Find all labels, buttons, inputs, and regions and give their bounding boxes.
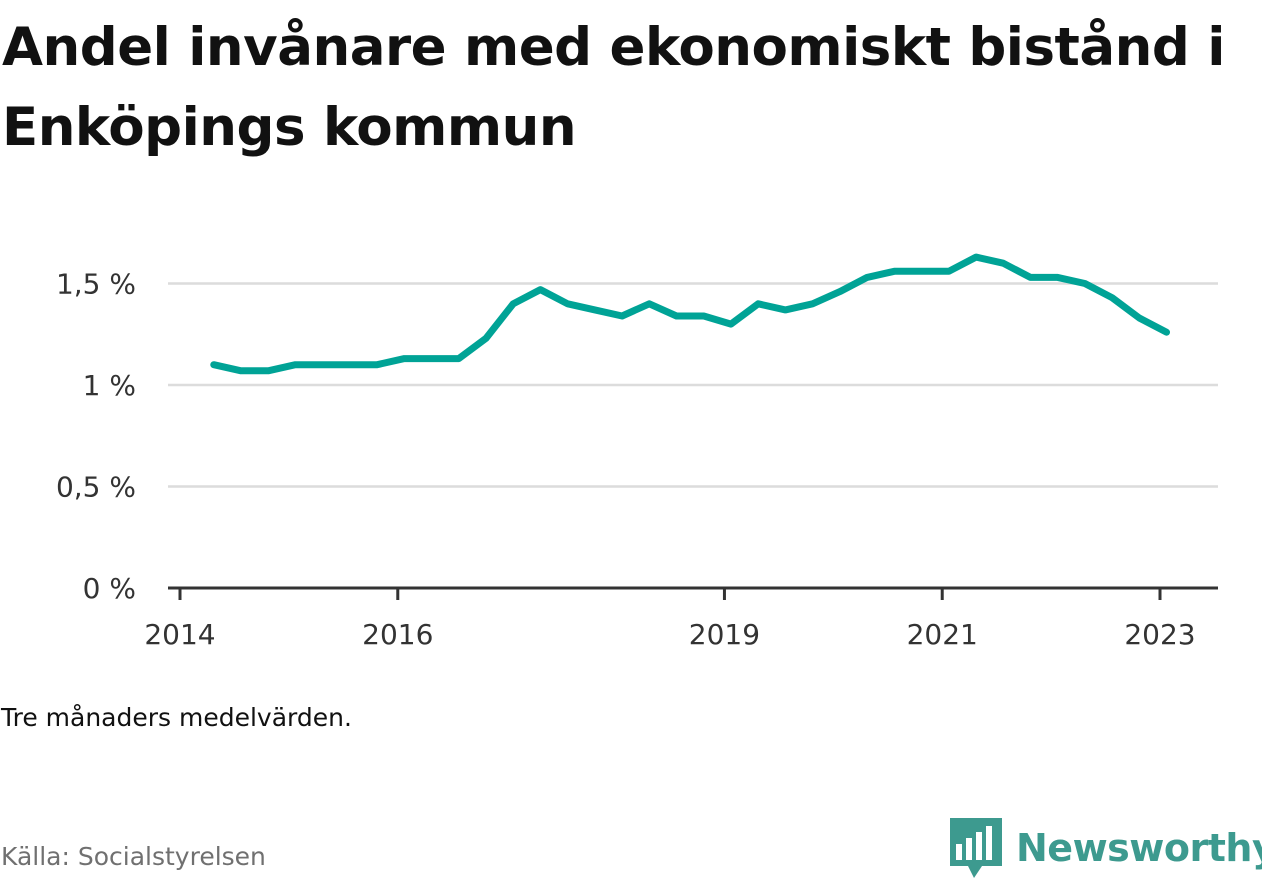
x-tick-label: 2016 [362,618,433,651]
x-axis-labels: 2014 2016 2019 2021 2023 [144,618,1195,651]
x-tick-label: 2014 [144,618,215,651]
y-tick-label: 0,5 % [56,471,136,504]
x-tick-label: 2019 [689,618,760,651]
line-chart: 0 % 0,5 % 1 % 1,5 % 2014 2016 2019 2021 2023 [56,253,1218,651]
chart-title: Andel invånare med ekonomiskt bistånd i … [2,17,1225,158]
x-tick-label: 2021 [907,618,978,651]
brand: Newsworthy [950,818,1262,878]
y-tick-label: 1 % [83,369,136,402]
x-tick-label: 2023 [1124,618,1195,651]
y-tick-label: 0 % [83,572,136,605]
gridlines [168,282,1218,488]
series [210,253,1170,375]
y-axis-labels: 0 % 0,5 % 1 % 1,5 % [56,268,136,606]
chart-note: Tre månaders medelvärden. [1,703,352,732]
source-credit: Källa: Socialstyrelsen [1,842,266,871]
y-tick-label: 1,5 % [56,268,136,301]
x-axis [168,586,1218,600]
newsworthy-logo-icon [950,818,1002,878]
brand-name: Newsworthy [1016,826,1262,870]
series-line [210,253,1170,375]
